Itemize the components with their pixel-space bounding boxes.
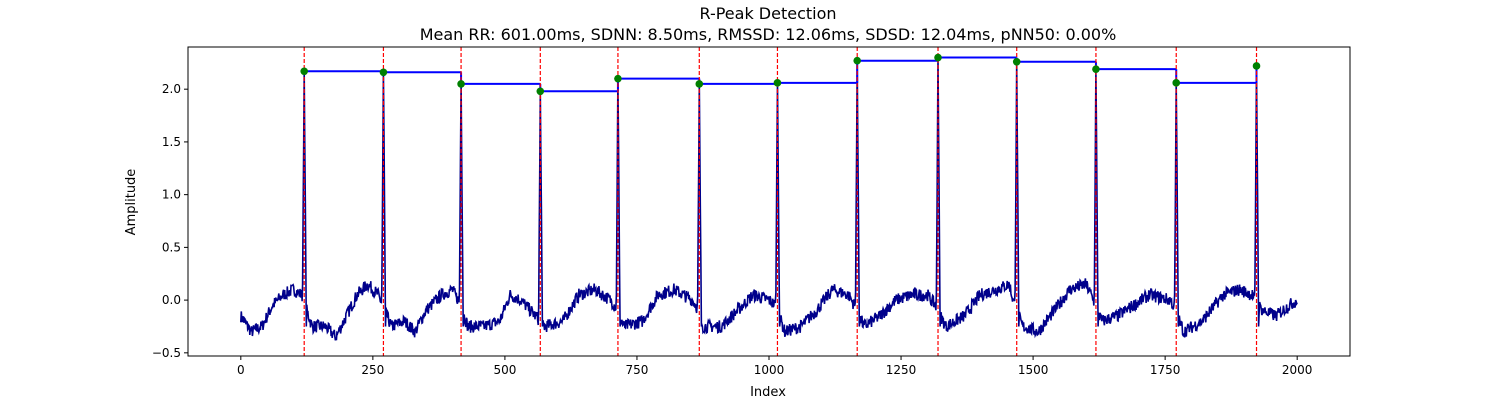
r-peak-marker-10 <box>1092 65 1100 73</box>
y-axis-ticks: −0.5 0.0 0.5 1.0 1.5 2.0 <box>152 82 188 360</box>
chart-title: R-Peak Detection <box>699 4 836 23</box>
x-tick-label-1750: 1750 <box>1150 363 1181 377</box>
r-peak-marker-12 <box>1252 62 1261 70</box>
y-tick-label-0.5: 0.5 <box>162 240 181 254</box>
x-tick-label-250: 250 <box>361 363 384 377</box>
r-peak-marker-3 <box>536 87 545 96</box>
x-axis-ticks: 0 250 500 750 1000 1250 1500 1750 2000 <box>237 356 1312 377</box>
r-peak-marker-8 <box>934 53 942 62</box>
r-peak-marker-5 <box>695 80 704 88</box>
x-tick-label-1500: 1500 <box>1018 363 1049 377</box>
chart-subtitle: Mean RR: 601.00ms, SDNN: 8.50ms, RMSSD: … <box>420 25 1117 44</box>
r-peak-marker-11 <box>1172 79 1181 87</box>
y-tick-label--0.5: −0.5 <box>152 346 181 360</box>
x-tick-label-0: 0 <box>237 363 245 377</box>
r-peak-marker-2 <box>457 80 465 88</box>
r-peak-marker-9 <box>1012 57 1021 66</box>
x-tick-label-2000: 2000 <box>1282 363 1313 377</box>
r-peak-marker-1 <box>379 68 388 77</box>
r-peak-marker-6 <box>773 79 782 87</box>
r-peak-marker-7 <box>853 56 862 65</box>
y-tick-label-1.5: 1.5 <box>162 135 181 149</box>
ecg-signal-line <box>240 57 1298 341</box>
x-tick-label-1000: 1000 <box>754 363 785 377</box>
plot-area <box>240 47 1298 356</box>
x-axis-label: Index <box>750 385 786 400</box>
r-peak-marker-0 <box>300 67 309 76</box>
x-tick-label-750: 750 <box>626 363 649 377</box>
y-axis-label: Amplitude <box>124 169 139 236</box>
x-tick-label-1250: 1250 <box>886 363 917 377</box>
r-peak-marker-4 <box>614 74 622 83</box>
y-tick-label-0: 0.0 <box>162 293 181 307</box>
y-tick-label-2: 2.0 <box>162 82 181 96</box>
x-tick-label-500: 500 <box>493 363 516 377</box>
y-tick-label-1: 1.0 <box>162 188 181 202</box>
